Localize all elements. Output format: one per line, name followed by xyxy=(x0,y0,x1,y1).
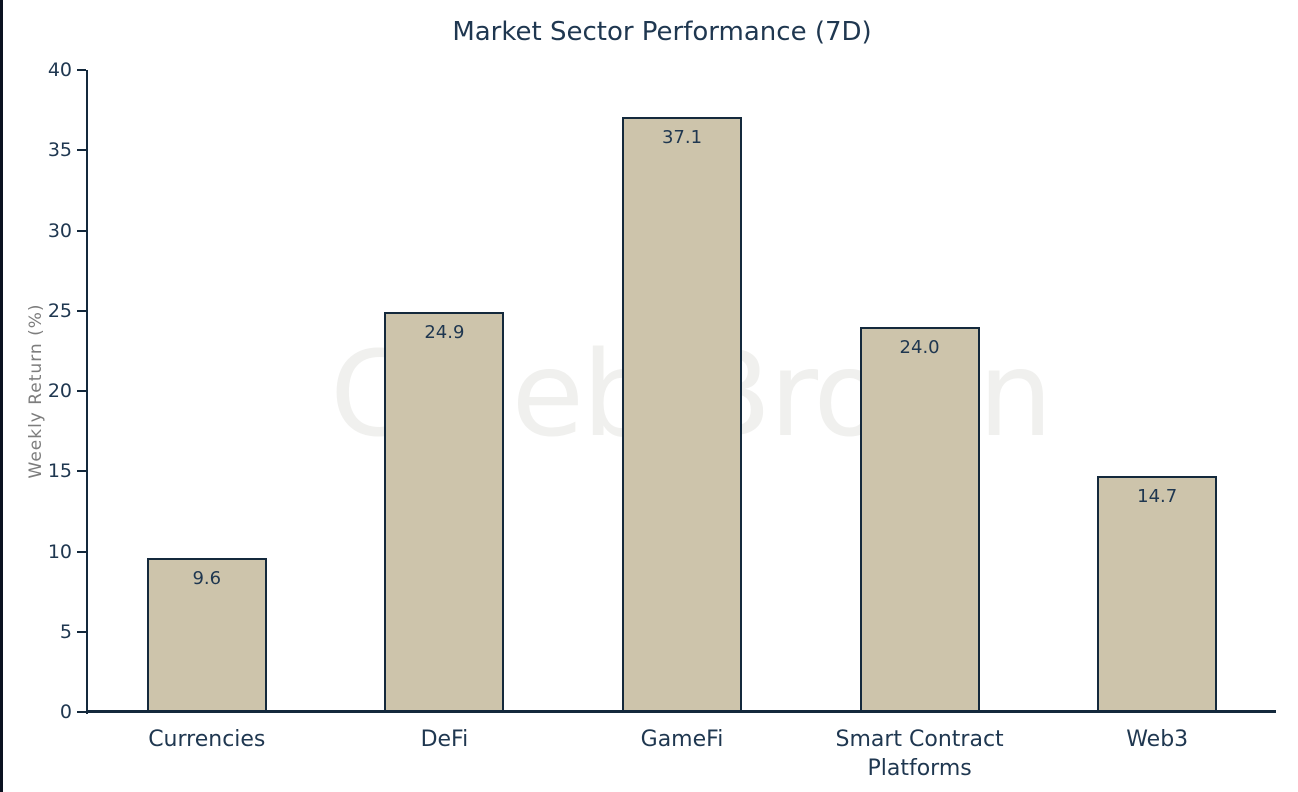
bar-gamefi xyxy=(622,116,742,712)
bar-value-label: 14.7 xyxy=(1137,486,1178,508)
bar-smart-contract-platforms xyxy=(859,326,980,712)
y-axis-line xyxy=(86,70,88,714)
y-tick-label: 5 xyxy=(59,620,72,643)
bar-value-label: 9.6 xyxy=(192,567,222,589)
bar-currencies xyxy=(146,557,267,712)
figure-left-border xyxy=(0,0,3,792)
bar-value-label: 37.1 xyxy=(661,126,703,148)
y-tick-mark xyxy=(77,149,86,152)
bar-value-label: 24.9 xyxy=(424,322,465,344)
y-tick-mark xyxy=(77,630,86,633)
y-axis-label: Weekly Return (%) xyxy=(26,303,46,479)
y-tick-mark xyxy=(77,470,86,473)
bar-defi xyxy=(384,312,505,712)
y-tick-label: 15 xyxy=(47,460,72,483)
category-label: DeFi xyxy=(420,727,469,752)
y-tick-label: 30 xyxy=(47,219,72,242)
y-tick-mark xyxy=(77,229,86,232)
y-tick-mark xyxy=(77,550,86,553)
y-tick-mark xyxy=(77,390,86,392)
category-label: Web3 xyxy=(1126,727,1189,752)
y-tick-label: 40 xyxy=(47,59,72,81)
y-tick-label: 35 xyxy=(47,139,72,162)
chart-title: Market Sector Performance (7D) xyxy=(452,17,872,47)
category-label: GameFi xyxy=(640,727,724,752)
y-tick-label: 25 xyxy=(47,299,72,322)
bar-web3 xyxy=(1097,476,1218,712)
y-tick-label: 0 xyxy=(59,701,72,723)
y-tick-mark xyxy=(77,309,86,312)
category-label: Smart Contract Platforms xyxy=(835,727,1004,781)
category-label: Currencies xyxy=(148,727,266,752)
y-tick-label: 20 xyxy=(47,380,72,402)
y-tick-label: 10 xyxy=(47,540,72,563)
y-tick-mark xyxy=(77,69,86,71)
y-tick-mark xyxy=(77,711,86,713)
bar-value-label: 24.0 xyxy=(899,336,940,358)
